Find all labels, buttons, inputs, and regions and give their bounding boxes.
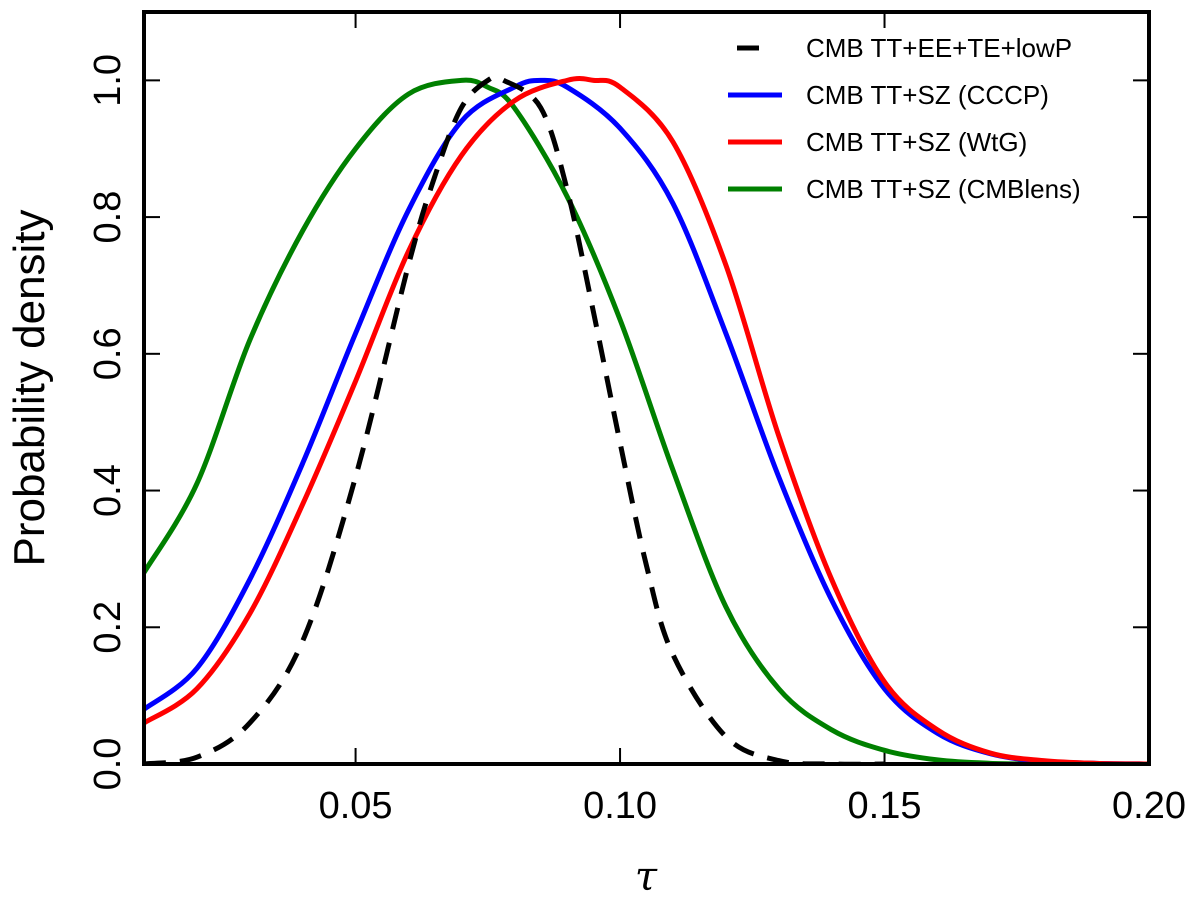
y-axis-ticks: 0.0 0.2 0.4 0.6 0.8 1.0 [87, 54, 1149, 790]
legend: CMB TT+EE+TE+lowP CMB TT+SZ (CCCP) CMB TT+… [728, 33, 1081, 204]
series-line-cmb-tt-sz-wtg [144, 76, 1149, 764]
legend-label: CMB TT+SZ (CCCP) [806, 80, 1049, 110]
legend-label: CMB TT+SZ (WtG) [806, 127, 1027, 157]
y-axis-label: Probability density [5, 209, 54, 566]
y-tick-label: 0.0 [87, 738, 129, 791]
y-tick-label: 0.8 [87, 191, 129, 244]
y-tick-label: 0.4 [87, 464, 129, 517]
legend-label: CMB TT+EE+TE+lowP [806, 33, 1072, 63]
legend-label: CMB TT+SZ (CMBlens) [806, 174, 1081, 204]
x-tick-label: 0.10 [583, 785, 657, 827]
x-tick-label: 0.20 [1112, 785, 1186, 827]
y-tick-label: 0.2 [87, 601, 129, 654]
series-layer [144, 74, 1149, 764]
series-line-cmb-tt-sz-cccp [144, 77, 1149, 764]
y-tick-label: 1.0 [87, 54, 129, 107]
y-tick-label: 0.6 [87, 327, 129, 380]
x-axis-label: τ [635, 854, 658, 900]
x-tick-label: 0.15 [848, 785, 922, 827]
x-axis-ticks: 0.05 0.10 0.15 0.20 [319, 12, 1186, 827]
series-line-cmb-tt-ee-te-lowp [144, 74, 885, 764]
plot-frame [142, 10, 1151, 766]
series-line-cmb-tt-sz-cmblens [144, 77, 1044, 764]
x-tick-label: 0.05 [319, 785, 393, 827]
